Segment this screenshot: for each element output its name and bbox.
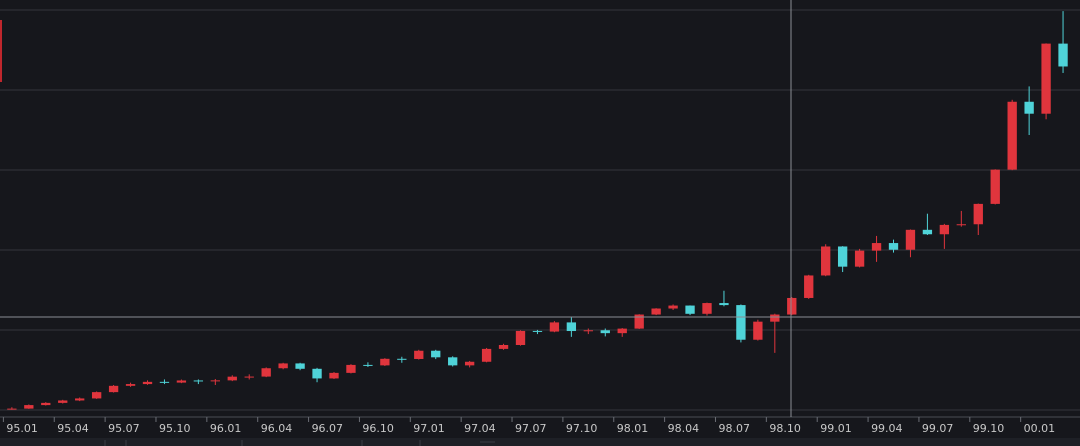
candle-body	[481, 348, 492, 362]
candle-body	[905, 229, 916, 250]
candle-body	[176, 380, 187, 383]
candle-body	[227, 376, 237, 381]
candle-body	[651, 308, 661, 315]
candle-body	[888, 243, 899, 250]
x-tick-label: 97.04	[464, 422, 496, 435]
candle-body	[193, 380, 204, 382]
candle-body	[7, 408, 17, 410]
candle-body	[75, 398, 85, 401]
x-tick-label: 96.07	[312, 422, 344, 435]
candle-body	[532, 330, 543, 332]
candle-body	[854, 250, 865, 267]
candle-body	[1007, 101, 1017, 170]
x-tick-label: 99.01	[820, 422, 852, 435]
candle-body	[142, 381, 153, 385]
candle-body	[244, 376, 254, 378]
candle-body	[125, 384, 136, 386]
candle-body	[108, 385, 119, 393]
x-tick-label: 99.10	[973, 422, 1005, 435]
x-tick-label: 99.04	[871, 422, 903, 435]
candle-body	[719, 303, 729, 306]
x-tick-label: 97.07	[515, 422, 547, 435]
candle-body	[685, 305, 695, 314]
x-tick-label: 98.10	[769, 422, 801, 435]
candle-body	[804, 275, 814, 298]
candle-body	[346, 364, 356, 373]
candle-body	[1024, 101, 1034, 114]
candle-body	[566, 322, 577, 332]
candle-body	[329, 372, 339, 379]
candle-body	[753, 321, 763, 340]
candle-body	[431, 350, 441, 358]
candle-body	[312, 368, 322, 379]
candle-body	[159, 381, 170, 383]
x-tick-label: 98.04	[668, 422, 700, 435]
candle-body	[990, 169, 1000, 204]
candle-body	[770, 314, 780, 322]
x-tick-label: 98.07	[718, 422, 750, 435]
candle-body	[871, 243, 882, 251]
candle-body	[24, 405, 34, 409]
candle-body	[448, 357, 458, 366]
x-tick-label: 97.01	[413, 422, 445, 435]
candle-body	[261, 368, 271, 377]
candle-body	[278, 363, 288, 369]
candle-body	[414, 350, 424, 359]
candle-body	[363, 364, 373, 366]
x-tick-label: 95.01	[6, 422, 38, 435]
candle-body	[837, 246, 848, 267]
candle-body	[736, 305, 746, 340]
bottom-strip	[0, 438, 1080, 446]
candle-body	[617, 328, 627, 334]
candle-body	[973, 203, 983, 225]
x-tick-label: 95.10	[159, 422, 191, 435]
x-tick-label: 00.01	[1024, 422, 1056, 435]
x-tick-label: 98.01	[617, 422, 649, 435]
x-tick-label: 96.01	[210, 422, 242, 435]
x-tick-label: 95.04	[57, 422, 89, 435]
candle-body	[956, 224, 966, 226]
candle-body	[821, 246, 831, 276]
candle-body	[583, 330, 593, 332]
x-tick-label: 99.07	[922, 422, 954, 435]
candle-body	[939, 224, 950, 235]
candle-body	[668, 305, 678, 309]
candle-body	[58, 400, 68, 403]
candle-body	[600, 330, 610, 334]
plot: 95.01 95.04 95.07 95.10 96.01 96.04 96.07 96.10…	[0, 9, 1080, 435]
candle-body	[397, 358, 407, 360]
candle-body	[1041, 43, 1051, 114]
candle-body	[702, 303, 712, 314]
edge-marker	[0, 20, 2, 82]
candle-body	[515, 330, 526, 345]
x-tick-label: 97.10	[566, 422, 598, 435]
candle-body	[498, 345, 509, 349]
x-tick-label: 95.07	[108, 422, 140, 435]
candle-body	[295, 363, 305, 369]
candle-body	[380, 358, 390, 366]
candle-body	[1058, 43, 1068, 67]
candle-body	[787, 297, 797, 315]
candle-body	[41, 402, 51, 406]
candle-body	[634, 314, 644, 329]
candle-body	[210, 380, 220, 382]
x-tick-label: 96.04	[261, 422, 293, 435]
candle-body	[464, 361, 475, 366]
candle-body	[922, 229, 933, 235]
candle-body	[91, 392, 102, 399]
candle-body	[549, 322, 560, 332]
tab-dividers	[104, 440, 495, 446]
x-tick-label: 96.10	[362, 422, 394, 435]
